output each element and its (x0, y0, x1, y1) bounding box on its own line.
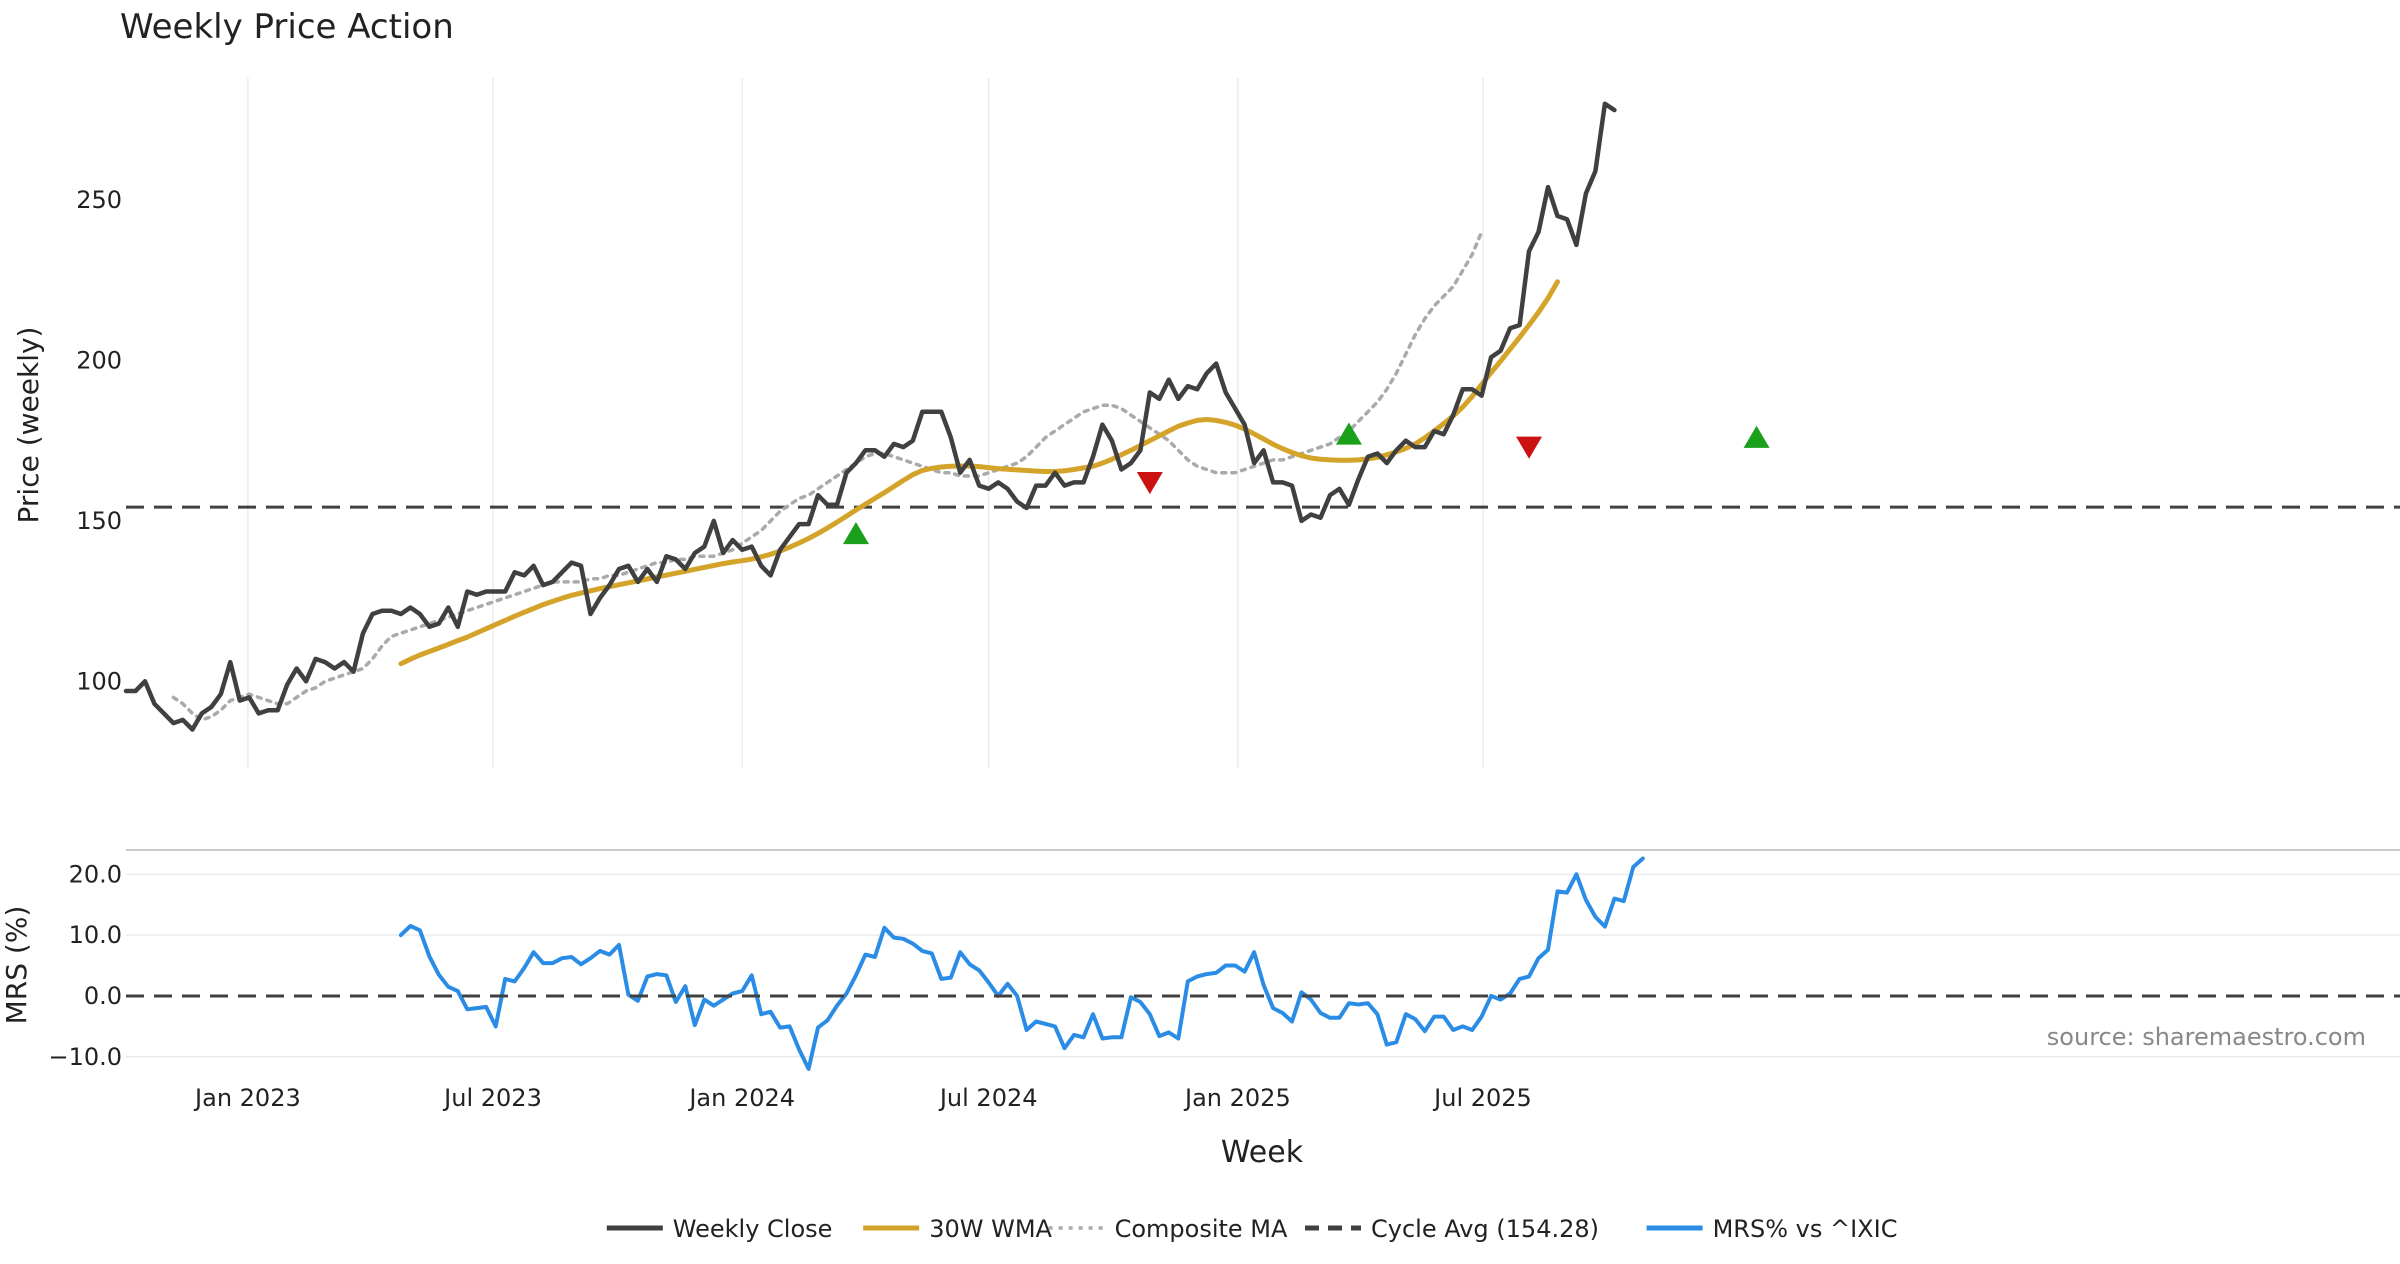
sell-signal-marker (1136, 471, 1163, 495)
legend-label-composite: Composite MA (1115, 1215, 1288, 1243)
x-tick-label: Jul 2023 (442, 1084, 542, 1112)
x-tick-label: Jul 2025 (1432, 1084, 1532, 1112)
y-axis-label-price: Price (weekly) (12, 327, 45, 524)
y-tick-label-mrs: 10.0 (69, 921, 122, 949)
watermark: source: sharemaestro.com (2047, 1023, 2366, 1051)
buy-signal-marker (1743, 425, 1770, 448)
series-close-line (123, 101, 1617, 732)
y-tick-label-mrs: 0.0 (84, 982, 122, 1010)
x-tick-label: Jan 2023 (193, 1084, 301, 1112)
series-wma-line (398, 279, 1560, 667)
legend-label-close: Weekly Close (673, 1215, 833, 1243)
chart-marks: Jan 2023 Jul 2023 Jan 2024 Jul 2024 Jan 2025… (48, 78, 2400, 1243)
x-tick-label: Jan 2024 (687, 1084, 795, 1112)
x-axis-label: Week (1221, 1135, 1304, 1170)
y-axis-label-mrs: MRS (%) (0, 906, 33, 1025)
legend-label-cycle: Cycle Avg (154.28) (1371, 1215, 1599, 1243)
series-mrs-line (398, 856, 1645, 1071)
y-tick-label-price: 100 (76, 667, 122, 695)
legend-label-wma: 30W WMA (929, 1215, 1052, 1243)
y-tick-label-price: 200 (76, 346, 122, 374)
series-composite-line (171, 230, 1484, 722)
y-tick-label-price: 150 (76, 507, 122, 535)
chart-title: Weekly Price Action (120, 7, 454, 47)
y-tick-label-price: 250 (76, 186, 122, 214)
y-tick-label-mrs: 20.0 (69, 860, 122, 888)
buy-signal-marker (1335, 422, 1362, 445)
y-tick-label-mrs: −10.0 (48, 1043, 122, 1071)
buy-signal-marker (842, 522, 869, 545)
sell-signal-marker (1516, 436, 1543, 459)
x-tick-label: Jul 2024 (938, 1084, 1038, 1112)
x-tick-label: Jan 2025 (1183, 1084, 1291, 1112)
legend-label-mrs: MRS% vs ^IXIC (1713, 1215, 1898, 1243)
